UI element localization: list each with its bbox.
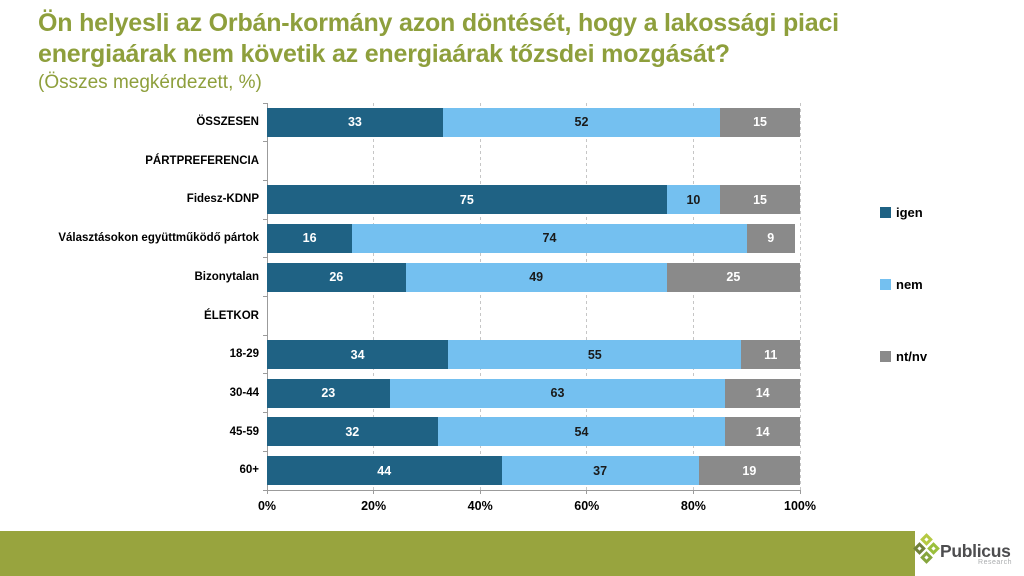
bar-segment-igen: 16: [267, 223, 353, 253]
gridline: [692, 103, 694, 490]
x-axis-label: 100%: [784, 499, 816, 513]
x-axis-label: 20%: [361, 499, 387, 513]
legend-swatch-icon: [880, 351, 891, 362]
y-axis-tick: [263, 489, 267, 491]
legend-item-nt/nv: nt/nv: [880, 350, 927, 363]
y-axis-tick: [263, 257, 267, 259]
bar-segment-igen: 32: [267, 417, 438, 447]
chart-subtitle: (Összes megkérdezett, %): [38, 72, 262, 93]
footer-bar: [0, 531, 915, 576]
bar-segment-nem: 55: [448, 340, 742, 370]
bar-segment-nt/nv: 15: [720, 107, 800, 137]
page-title-line1: Ön helyesli az Orbán-kormány azon döntés…: [38, 9, 839, 37]
category-label: Fidesz-KDNP: [186, 193, 259, 206]
bar-segment-nem: 52: [442, 107, 721, 137]
y-axis-tick: [263, 141, 267, 143]
legend-label: igen: [896, 205, 923, 220]
category-label: ÉLETKOR: [204, 309, 259, 322]
category-label: 18-29: [229, 348, 259, 361]
y-axis-tick: [263, 334, 267, 336]
x-axis-tick: [373, 490, 375, 494]
x-axis-line: [267, 490, 800, 491]
publicus-logo: [913, 531, 1024, 576]
bar-segment-nem: 63: [389, 378, 726, 408]
gridline: [373, 103, 375, 490]
y-axis-tick: [263, 102, 267, 104]
x-axis-label: 0%: [257, 499, 277, 513]
bar-segment-nt/nv: 15: [720, 185, 800, 215]
bar-segment-nem: 54: [437, 417, 726, 447]
y-axis-tick: [263, 218, 267, 220]
y-axis-tick: [263, 296, 267, 297]
legend-swatch-icon: [880, 279, 891, 290]
page-title-line2: energiaárak nem követik az energiaárak t…: [38, 40, 730, 68]
bar-segment-igen: 75: [267, 185, 667, 215]
x-axis-tick: [266, 490, 268, 494]
category-label: Bizonytalan: [194, 270, 259, 283]
legend-label: nem: [896, 277, 923, 292]
bar-segment-nem: 74: [352, 223, 747, 253]
bar-segment-igen: 33: [267, 107, 443, 137]
category-label: PÁRTPREFERENCIA: [145, 154, 259, 167]
category-label: ÖSSZESEN: [196, 116, 259, 128]
bar-segment-nt/nv: 19: [698, 456, 800, 486]
x-axis-tick: [799, 490, 801, 494]
legend-item-igen: igen: [880, 206, 923, 219]
bar-segment-igen: 44: [267, 456, 502, 486]
legend-swatch-icon: [880, 207, 891, 218]
y-axis-tick: [263, 179, 267, 181]
bar-segment-igen: 26: [267, 262, 406, 292]
y-axis-tick: [263, 373, 267, 375]
bar-segment-nem: 49: [405, 262, 667, 292]
y-axis-line: [267, 103, 268, 491]
x-axis-tick: [692, 490, 694, 494]
x-axis-label: 80%: [680, 499, 706, 513]
x-axis-tick: [479, 490, 481, 494]
bar-segment-nt/nv: 11: [741, 340, 800, 370]
x-axis-tick: [586, 490, 588, 494]
category-label: 60+: [239, 464, 259, 477]
gridline: [799, 103, 801, 490]
bar-segment-igen: 23: [267, 378, 390, 408]
bar-segment-nem: 37: [501, 456, 699, 486]
logo-subtext: Research: [978, 559, 1012, 566]
logo-text: Publicus: [940, 541, 1011, 561]
y-axis-tick: [263, 412, 267, 414]
legend-label: nt/nv: [896, 349, 928, 364]
bar-segment-nt/nv: 14: [725, 378, 800, 408]
y-axis-tick: [263, 450, 267, 452]
category-label: 30-44: [229, 386, 259, 399]
bar-segment-igen: 34: [267, 340, 449, 370]
bar-segment-nt/nv: 14: [725, 417, 800, 447]
x-axis-label: 40%: [467, 499, 493, 513]
bar-segment-nt/nv: 9: [746, 223, 795, 253]
category-label: Választásokon együttműködő pártok: [58, 232, 259, 245]
legend-item-nem: nem: [880, 278, 923, 291]
bar-segment-nem: 10: [666, 185, 721, 215]
x-axis-label: 60%: [574, 499, 600, 513]
gridline: [586, 103, 588, 490]
bar-segment-nt/nv: 25: [666, 262, 800, 292]
gridline: [479, 103, 481, 490]
category-label: 45-59: [229, 425, 259, 438]
